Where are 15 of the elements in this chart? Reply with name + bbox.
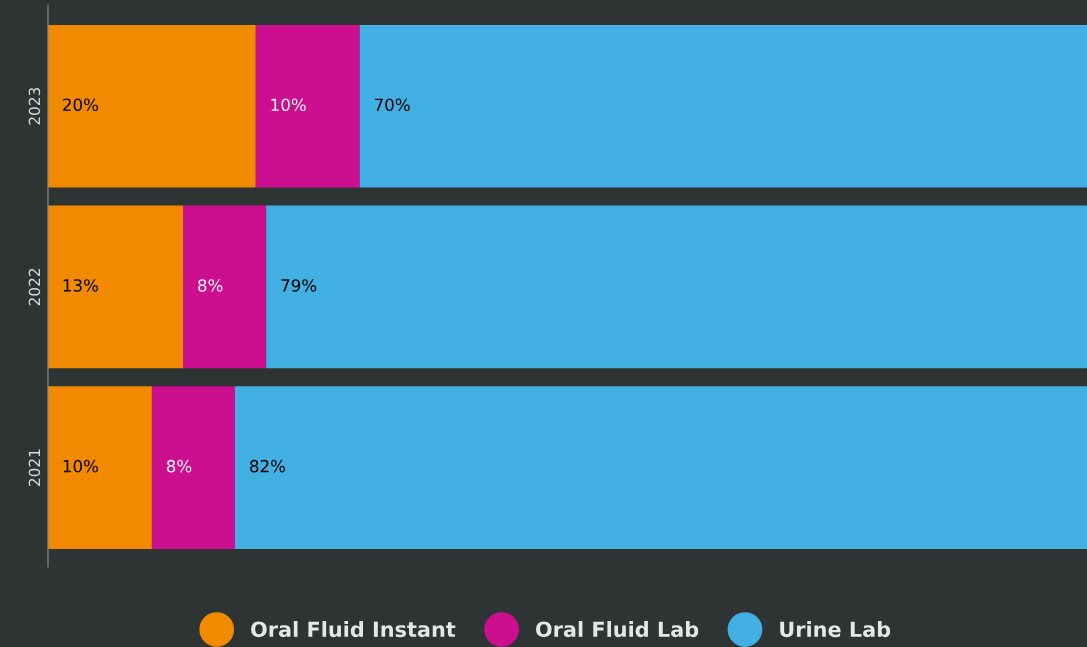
data-label: 79%: [281, 279, 317, 292]
legend-label: Oral Fluid Lab: [536, 621, 699, 638]
data-label: 8%: [166, 459, 192, 473]
y-tick-label: 2023: [28, 87, 41, 125]
data-label: 8%: [198, 279, 223, 292]
y-tick-label: 2021: [28, 449, 41, 486]
legend-label: Urine Lab: [780, 621, 891, 638]
data-label: 10%: [63, 459, 99, 473]
data-label: 82%: [250, 459, 286, 473]
data-label: 10%: [271, 98, 306, 112]
y-tick-label: 2022: [28, 268, 41, 306]
data-label: 20%: [63, 98, 99, 112]
data-label: 13%: [63, 279, 99, 292]
legend-label: Oral Fluid Instant: [251, 621, 456, 638]
data-label: 70%: [374, 98, 410, 112]
